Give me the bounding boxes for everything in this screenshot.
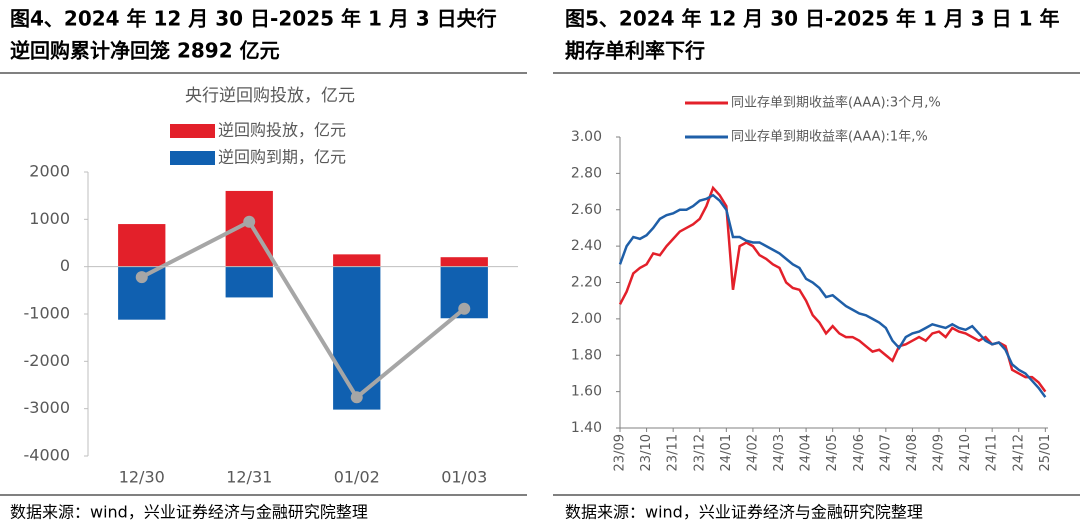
chart-subtitle: 央行逆回购投放，亿元 — [185, 86, 355, 106]
y-tick-label: 2000 — [29, 162, 70, 181]
y-tick-label: 1000 — [29, 209, 70, 228]
panel-title: 逆回购累计净回笼 2892 亿元 — [10, 39, 280, 63]
x-tick-label: 23/12 — [692, 434, 707, 471]
x-tick-label: 24/06 — [852, 434, 867, 471]
legend-label: 逆回购投放，亿元 — [218, 121, 346, 140]
series-line — [618, 185, 1047, 393]
x-tick-label: 24/07 — [878, 434, 893, 471]
bar — [440, 257, 488, 267]
net-marker — [243, 215, 256, 228]
legend-label: 同业存单到期收益率(AAA):1年,% — [731, 129, 928, 145]
panel-title: 图5、2024 年 12 月 30 日-2025 年 1 月 3 日 1 年 — [565, 7, 1060, 31]
net-line — [140, 219, 466, 401]
y-tick-label: -4000 — [24, 446, 71, 465]
x-tick-label: 24/04 — [799, 434, 814, 471]
legend-swatch — [170, 151, 215, 165]
y-tick-label: -2000 — [24, 351, 71, 370]
net-marker — [350, 391, 363, 404]
bar — [225, 266, 273, 298]
y-tick-label: 0 — [60, 256, 70, 275]
x-tick-label: 23/11 — [666, 434, 681, 471]
x-tick-label: 01/02 — [334, 468, 380, 487]
x-tick-label: 12/31 — [226, 468, 272, 487]
x-tick-label: 01/03 — [441, 468, 487, 487]
legend-label: 逆回购到期，亿元 — [218, 148, 346, 167]
x-tick-label: 24/05 — [825, 434, 840, 471]
x-tick-label: 24/08 — [905, 434, 920, 471]
source: 数据来源：wind，兴业证券经济与金融研究院整理 — [565, 503, 923, 522]
legend-label: 同业存单到期收益率(AAA):3个月,% — [731, 95, 941, 111]
x-tick-label: 24/11 — [985, 434, 1000, 471]
y-tick-label: 2.00 — [571, 311, 602, 327]
y-tick-label: 3.00 — [571, 129, 602, 145]
y-tick-label: 1.40 — [571, 420, 602, 436]
bar — [333, 254, 381, 267]
y-tick-label: 2.60 — [571, 202, 602, 218]
x-tick-label: 12/30 — [119, 468, 165, 487]
x-tick-label: 25/01 — [1038, 434, 1053, 471]
legend-swatch — [170, 124, 215, 138]
panel-title: 期存单利率下行 — [565, 39, 705, 63]
y-tick-label: 2.40 — [571, 238, 602, 254]
net-marker — [458, 302, 471, 315]
x-tick-label: 24/09 — [932, 434, 947, 471]
y-tick-label: 2.20 — [571, 275, 602, 291]
y-tick-label: -1000 — [24, 304, 71, 323]
x-tick-label: 23/09 — [613, 434, 628, 471]
x-tick-label: 24/02 — [745, 434, 760, 471]
x-tick-label: 24/03 — [772, 434, 787, 471]
x-tick-label: 23/10 — [639, 434, 654, 471]
x-tick-label: 24/01 — [719, 434, 734, 471]
net-marker — [135, 271, 148, 284]
panel-title: 图4、2024 年 12 月 30 日-2025 年 1 月 3 日央行 — [10, 7, 497, 31]
x-tick-label: 24/10 — [958, 434, 973, 471]
y-tick-label: 1.80 — [571, 347, 602, 363]
y-tick-label: -3000 — [24, 398, 71, 417]
x-tick-label: 24/12 — [1011, 434, 1026, 471]
series-line — [618, 193, 1047, 398]
y-tick-label: 2.80 — [571, 165, 602, 181]
bar — [333, 266, 381, 410]
bar — [118, 224, 166, 267]
source: 数据来源：wind，兴业证券经济与金融研究院整理 — [10, 503, 368, 522]
y-tick-label: 1.60 — [571, 384, 602, 400]
